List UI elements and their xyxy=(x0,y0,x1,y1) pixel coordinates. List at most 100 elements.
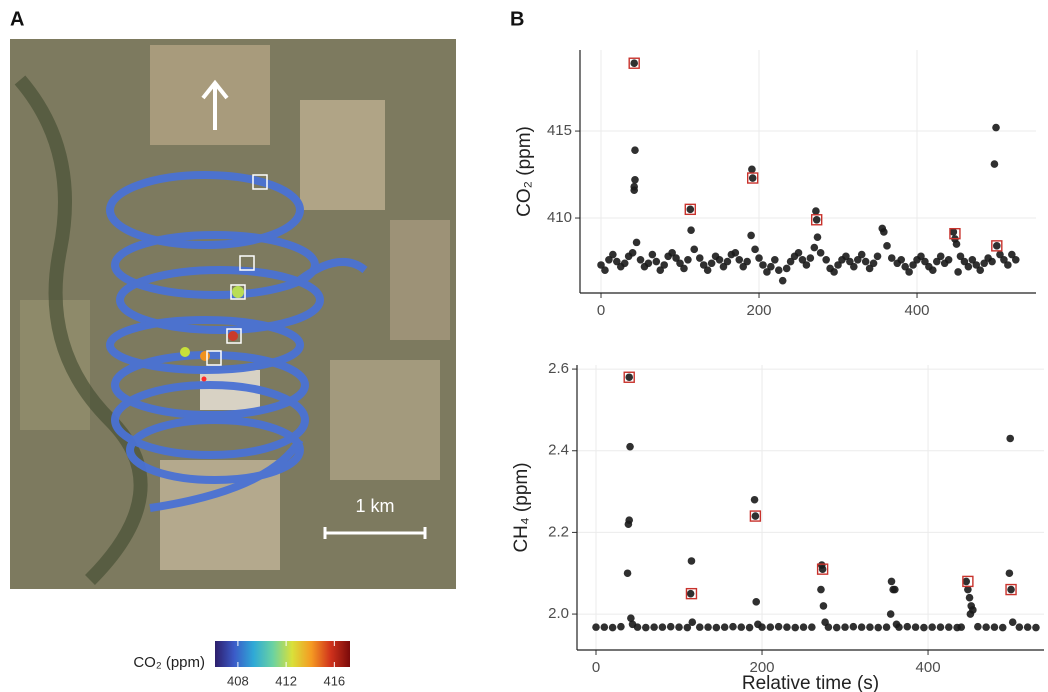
point xyxy=(660,261,669,269)
y-tick-label: 2.2 xyxy=(548,523,569,540)
highlight-marker xyxy=(623,371,635,383)
point xyxy=(964,262,973,271)
point xyxy=(861,257,870,266)
point xyxy=(968,255,977,264)
point xyxy=(819,602,828,610)
highlight-marker xyxy=(746,172,759,184)
point xyxy=(928,623,936,631)
point xyxy=(1005,569,1014,578)
point xyxy=(715,255,724,264)
point xyxy=(680,264,688,273)
point xyxy=(729,622,737,631)
point xyxy=(944,623,953,631)
y-tick-label: 415 xyxy=(547,122,572,139)
point xyxy=(1008,618,1017,627)
point xyxy=(865,264,874,273)
colorbar-tick-label: 408 xyxy=(227,673,249,688)
point xyxy=(869,259,878,268)
point xyxy=(767,262,775,271)
point xyxy=(766,623,775,631)
point xyxy=(976,266,985,275)
point xyxy=(874,623,883,632)
point xyxy=(929,266,937,275)
plot-area xyxy=(592,371,1040,632)
x-tick-label: 400 xyxy=(916,659,941,676)
plot-background xyxy=(580,50,1036,293)
point xyxy=(1008,250,1016,259)
field xyxy=(300,100,385,210)
point xyxy=(747,231,755,240)
point xyxy=(846,257,854,266)
scale-label: 1 km xyxy=(355,496,394,516)
point xyxy=(617,622,625,631)
point xyxy=(832,623,841,632)
point xyxy=(990,623,999,631)
point xyxy=(965,593,974,602)
point xyxy=(873,252,882,261)
point xyxy=(1032,623,1040,632)
y-tick-label: 2.0 xyxy=(548,605,569,622)
point xyxy=(990,160,999,168)
point xyxy=(799,623,808,631)
point xyxy=(808,623,816,631)
point xyxy=(834,261,842,269)
point xyxy=(686,589,695,598)
north-arrow xyxy=(201,79,229,130)
point xyxy=(592,623,600,631)
y-axis-title: CO₂ (ppm) xyxy=(514,126,535,217)
point xyxy=(763,268,771,276)
point xyxy=(818,565,827,573)
point xyxy=(745,623,754,632)
point xyxy=(921,257,929,266)
point xyxy=(1015,623,1024,631)
highlight-marker xyxy=(628,57,640,69)
point xyxy=(748,174,757,182)
point xyxy=(988,257,996,266)
point xyxy=(982,623,990,631)
point xyxy=(720,623,729,631)
point xyxy=(750,495,759,504)
point xyxy=(920,623,928,632)
point xyxy=(778,276,787,285)
point xyxy=(688,618,697,627)
point xyxy=(625,373,634,382)
point xyxy=(850,262,858,271)
point xyxy=(813,233,822,241)
point xyxy=(841,623,849,631)
point xyxy=(944,255,953,264)
point xyxy=(719,262,728,271)
point xyxy=(957,623,966,631)
panel-label: A xyxy=(10,8,24,30)
point xyxy=(628,249,637,257)
x-tick-label: 0 xyxy=(592,659,600,676)
point xyxy=(1023,623,1032,631)
plot-background xyxy=(577,365,1044,650)
point xyxy=(887,254,896,262)
point xyxy=(623,569,632,578)
point xyxy=(771,255,779,264)
point xyxy=(630,182,638,191)
point xyxy=(774,622,783,631)
highlight-marker xyxy=(816,563,829,575)
point xyxy=(956,252,965,261)
point xyxy=(676,259,684,268)
point xyxy=(817,585,825,594)
highlight-marker xyxy=(810,214,823,226)
point xyxy=(1004,261,1012,269)
point xyxy=(891,585,899,594)
point xyxy=(704,623,712,631)
point xyxy=(887,577,896,586)
point xyxy=(743,257,751,266)
point xyxy=(949,228,958,236)
point xyxy=(936,252,945,261)
x-axis-title: Relative time (s) xyxy=(742,673,879,692)
point xyxy=(857,250,866,259)
point xyxy=(932,257,941,266)
point xyxy=(648,250,657,259)
point xyxy=(695,623,704,631)
point xyxy=(699,261,708,269)
y-tick-label: 2.4 xyxy=(548,442,569,459)
point xyxy=(882,623,891,631)
point xyxy=(675,623,683,631)
y-tick-label: 410 xyxy=(547,209,572,226)
